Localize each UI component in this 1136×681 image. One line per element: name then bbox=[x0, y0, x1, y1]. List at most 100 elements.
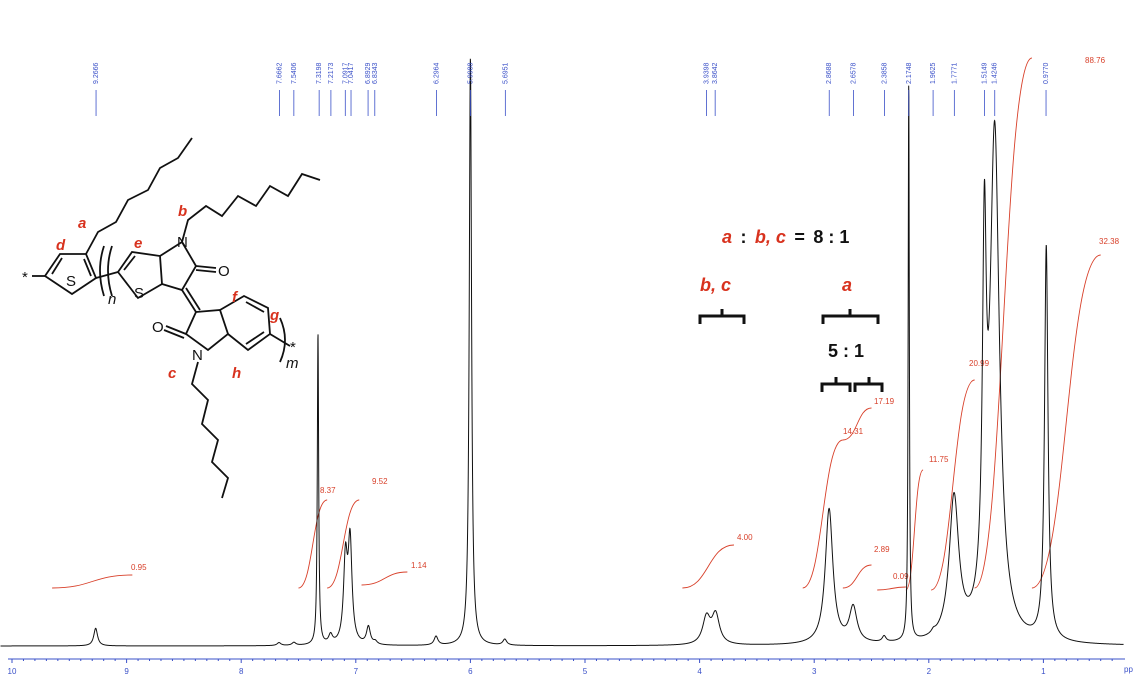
carbonyl-top-2 bbox=[195, 269, 217, 273]
integral-label: 11.75 bbox=[929, 455, 949, 464]
bracket-m-left bbox=[107, 245, 113, 297]
svg-text:a : b, c =: a : b, c = 8 : 1 bbox=[722, 227, 849, 247]
x-tick-label: 6 bbox=[468, 667, 473, 676]
atom-N2: N bbox=[192, 347, 203, 364]
thiophene-1-double-bond-a bbox=[51, 257, 63, 275]
x-axis-unit-label: pp bbox=[1124, 665, 1133, 674]
peak-label: 9.2666 bbox=[93, 62, 100, 84]
ratio-eq: = bbox=[794, 227, 805, 247]
peak-label: 6.2964 bbox=[433, 62, 440, 84]
integral-label: 88.76 bbox=[1085, 56, 1106, 65]
bc-region-label: b, c bbox=[700, 275, 731, 295]
label-d: d bbox=[56, 237, 66, 254]
star-right: * bbox=[290, 339, 296, 356]
thiophene-ring-1 bbox=[43, 253, 98, 296]
peak-label: 2.8688 bbox=[826, 62, 833, 84]
a-region-label: a bbox=[842, 275, 852, 295]
label-a: a bbox=[78, 215, 86, 232]
subscript-m: m bbox=[286, 355, 299, 372]
bc-brace bbox=[698, 309, 746, 324]
integral-label: 2.89 bbox=[874, 545, 890, 554]
x-tick-label: 1 bbox=[1041, 667, 1046, 676]
x-tick-label: 10 bbox=[8, 667, 17, 676]
peak-label: 1.7771 bbox=[951, 62, 958, 84]
label-b: b bbox=[178, 203, 187, 220]
peak-label: 6.8929 bbox=[365, 62, 372, 84]
sub-brace-right bbox=[853, 377, 884, 392]
ratio-a: a bbox=[722, 227, 732, 247]
integral-curve bbox=[930, 379, 975, 591]
peak-label: 1.9625 bbox=[930, 62, 937, 84]
chemical-structure bbox=[32, 137, 321, 499]
benzene-double-2 bbox=[245, 331, 265, 345]
x-tick-label: 9 bbox=[124, 667, 129, 676]
exocyclic-bond-1 bbox=[181, 289, 197, 313]
peak-label: 7.0417 bbox=[348, 62, 355, 84]
indolinone-five-ring bbox=[184, 309, 230, 352]
peak-label: 7.6662 bbox=[276, 62, 283, 84]
label-c: c bbox=[168, 365, 177, 382]
bond-mid bbox=[95, 271, 119, 279]
peak-label: 1.4246 bbox=[992, 62, 999, 84]
integral-curve bbox=[298, 499, 328, 589]
x-axis-ticks: 10 9 8 7 6 5 4 3 2 1 bbox=[8, 659, 1113, 676]
integral-label: 0.09 bbox=[893, 572, 909, 581]
integral-label: 9.52 bbox=[372, 477, 388, 486]
integral-curve bbox=[802, 439, 844, 589]
peak-label: 5.9988 bbox=[468, 62, 475, 84]
integral-label: 1.14 bbox=[411, 561, 427, 570]
atom-N1: N bbox=[177, 234, 188, 251]
peak-label: 0.9770 bbox=[1043, 62, 1050, 84]
integral-curve bbox=[842, 564, 872, 589]
peak-label: 6.8343 bbox=[372, 62, 379, 84]
peak-labels: 9.2666 7.6662 7.5406 7.3198 7.2173 7.09177.04… bbox=[93, 62, 1050, 116]
carbonyl-bottom-2 bbox=[163, 329, 185, 339]
peak-label: 2.6578 bbox=[850, 62, 857, 84]
integral-label: 8.37 bbox=[320, 486, 336, 495]
x-tick-label: 7 bbox=[354, 667, 359, 676]
carbonyl-top bbox=[195, 265, 217, 269]
peak-label: 1.5149 bbox=[981, 62, 988, 84]
peak-label: 7.5406 bbox=[291, 62, 298, 84]
sub-brace-left bbox=[820, 377, 852, 392]
integral-curve bbox=[905, 469, 924, 591]
structure-labels: * S S N O O N n m * a b c d e f g h bbox=[22, 203, 299, 382]
integral-curve bbox=[842, 407, 872, 441]
x-tick-label: 4 bbox=[697, 667, 702, 676]
star-left: * bbox=[22, 269, 28, 286]
peak-label: 3.8642 bbox=[712, 62, 719, 84]
x-tick-label: 2 bbox=[927, 667, 932, 676]
benzene-double-1 bbox=[245, 301, 265, 313]
integration-curves: 0.958.379.521.144.0014.3117.192.890.0911… bbox=[52, 56, 1120, 591]
peak-label: 7.3198 bbox=[316, 62, 323, 84]
ratio-annotation: a : b, c = 8 : 1 bbox=[722, 227, 849, 247]
carbonyl-bottom bbox=[165, 325, 187, 335]
label-h: h bbox=[232, 365, 241, 382]
octyl-chain-c bbox=[190, 361, 230, 499]
x-tick-label: 8 bbox=[239, 667, 244, 676]
bracket-m-right bbox=[279, 317, 286, 363]
peak-label: 7.0917 bbox=[342, 62, 349, 84]
peak-label: 2.3858 bbox=[882, 62, 889, 84]
octyl-chain-b bbox=[181, 172, 321, 243]
integral-curve bbox=[52, 574, 133, 589]
integral-label: 32.38 bbox=[1099, 237, 1120, 246]
peak-label: 2.1748 bbox=[906, 62, 913, 84]
thiophene-2-double-bond bbox=[123, 255, 136, 271]
integral-curve bbox=[1031, 254, 1101, 589]
atom-S2: S bbox=[134, 285, 144, 302]
a-brace bbox=[821, 309, 880, 324]
exocyclic-bond-2 bbox=[185, 287, 201, 311]
thiophene-1-double-bond-b bbox=[83, 258, 92, 277]
benzene-ring bbox=[219, 294, 271, 352]
sub-ratio-label: 5 : 1 bbox=[828, 341, 864, 361]
label-g: g bbox=[269, 307, 279, 324]
atom-O1: O bbox=[218, 263, 230, 280]
label-e: e bbox=[134, 235, 142, 252]
integral-curve bbox=[682, 544, 734, 589]
atom-O2: O bbox=[152, 319, 164, 336]
label-f: f bbox=[232, 289, 239, 306]
integral-curve bbox=[877, 586, 906, 591]
atom-S1: S bbox=[66, 273, 76, 290]
